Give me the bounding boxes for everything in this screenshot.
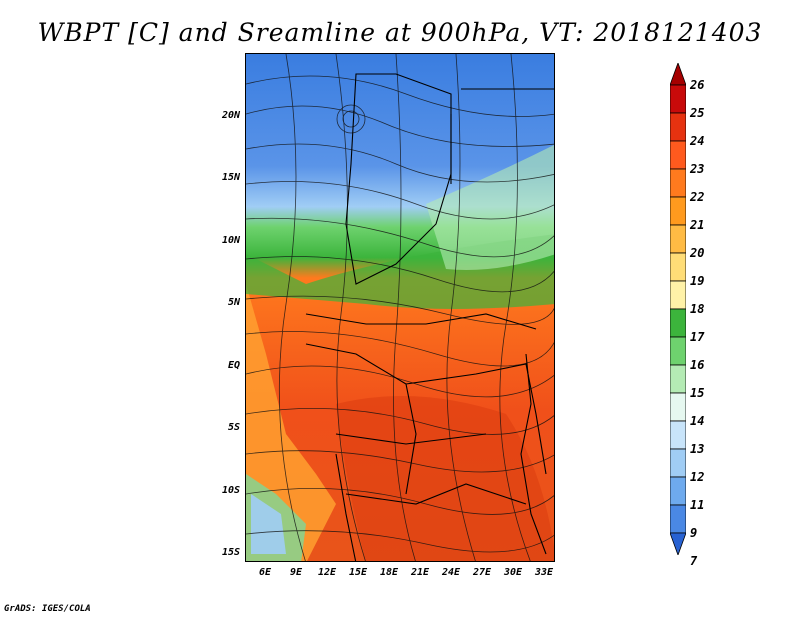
lon-label: 33E bbox=[534, 567, 554, 578]
lon-label: 21E bbox=[410, 567, 430, 578]
map-title: WBPT [C] and Sreamline at 900hPa, VT: 20… bbox=[37, 18, 763, 47]
lon-label: 9E bbox=[289, 567, 303, 578]
colorbar-swatch bbox=[670, 112, 686, 142]
lat-label: 5S bbox=[227, 422, 240, 433]
colorbar-label: 7 bbox=[690, 554, 698, 568]
colorbar-swatch bbox=[670, 420, 686, 450]
colorbar-swatch bbox=[670, 224, 686, 254]
lat-label: EQ bbox=[227, 360, 240, 371]
grads-credit: GrADS: IGES/COLA bbox=[4, 604, 91, 614]
lat-label: 15N bbox=[221, 172, 240, 183]
colorbar-label: 13 bbox=[690, 442, 705, 456]
colorbar-label: 20 bbox=[690, 246, 705, 260]
colorbar-label: 14 bbox=[690, 414, 705, 428]
colorbar-label: 11 bbox=[690, 498, 705, 512]
colorbar-label: 9 bbox=[690, 526, 698, 540]
colorbar-swatch bbox=[670, 140, 686, 170]
lon-label: 12E bbox=[317, 567, 337, 578]
colorbar-label: 12 bbox=[690, 470, 705, 484]
colorbar-bottom-arrow bbox=[670, 532, 686, 555]
colorbar-label: 16 bbox=[690, 358, 705, 372]
lat-label: 10S bbox=[221, 485, 240, 496]
colorbar-label: 24 bbox=[690, 134, 705, 148]
lat-label: 5N bbox=[227, 297, 240, 308]
colorbar-label: 18 bbox=[690, 302, 705, 316]
lon-label: 15E bbox=[348, 567, 368, 578]
colorbar-swatch bbox=[670, 308, 686, 338]
colorbar-swatch bbox=[670, 168, 686, 198]
wbpt-field-map bbox=[246, 54, 554, 561]
lon-label: 24E bbox=[441, 567, 461, 578]
colorbar-swatch bbox=[670, 84, 686, 114]
colorbar-swatch bbox=[670, 336, 686, 366]
colorbar-label: 21 bbox=[690, 218, 705, 232]
lat-label: 15S bbox=[221, 547, 240, 558]
colorbar-swatch bbox=[670, 392, 686, 422]
colorbar-label: 17 bbox=[690, 330, 705, 344]
lat-label: 20N bbox=[221, 110, 240, 121]
colorbar-swatch bbox=[670, 280, 686, 310]
lon-label: 30E bbox=[503, 567, 523, 578]
colorbar-label: 25 bbox=[690, 106, 705, 120]
colorbar-swatch bbox=[670, 196, 686, 226]
colorbar-swatch bbox=[670, 476, 686, 506]
map-panel bbox=[245, 53, 555, 562]
lon-label: 6E bbox=[258, 567, 272, 578]
lon-label: 27E bbox=[472, 567, 492, 578]
colorbar-swatch bbox=[670, 364, 686, 394]
colorbar-label: 22 bbox=[690, 190, 705, 204]
colorbar-swatch bbox=[670, 448, 686, 478]
colorbar bbox=[670, 63, 686, 555]
lon-label: 18E bbox=[379, 567, 399, 578]
colorbar-label: 19 bbox=[690, 274, 705, 288]
colorbar-label: 26 bbox=[690, 78, 705, 92]
colorbar-swatch bbox=[670, 504, 686, 534]
colorbar-label: 23 bbox=[690, 162, 705, 176]
lat-label: 10N bbox=[221, 235, 240, 246]
colorbar-top-arrow bbox=[670, 63, 686, 86]
colorbar-label: 15 bbox=[690, 386, 705, 400]
colorbar-swatch bbox=[670, 252, 686, 282]
